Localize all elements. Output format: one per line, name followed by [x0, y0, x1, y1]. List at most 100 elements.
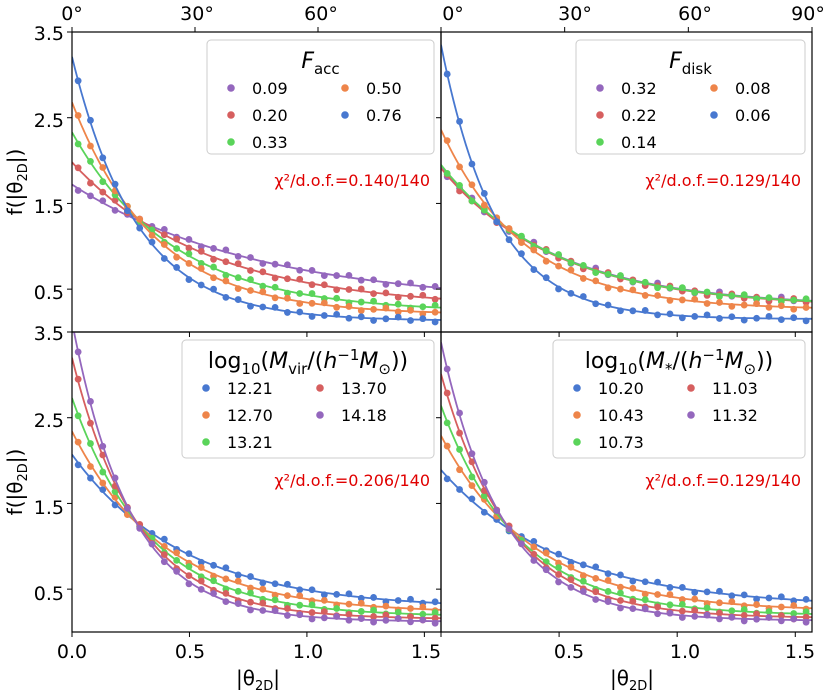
point-12.70-13 — [234, 577, 242, 585]
plot-area — [441, 44, 812, 325]
point-0.06-21 — [703, 311, 711, 319]
point-14.18-26 — [394, 615, 402, 622]
point-0.06-17 — [654, 311, 661, 319]
point-0.20-3 — [111, 196, 119, 204]
point-0.06-10 — [567, 290, 575, 297]
point-10.43-14 — [617, 583, 624, 591]
legend-marker-0.32 — [596, 84, 604, 92]
point-0.76-29 — [431, 318, 439, 326]
point-12.70-20 — [320, 596, 328, 604]
point-0.50-18 — [296, 300, 304, 307]
point-12.70-10 — [197, 564, 205, 571]
point-0.33-28 — [419, 303, 427, 311]
legend-label-0.76: 0.76 — [366, 106, 402, 125]
point-0.09-27 — [407, 279, 414, 287]
point-10.43-20 — [691, 595, 699, 603]
point-0.09-11 — [210, 245, 217, 252]
top-tick-30-right: 30° — [558, 3, 592, 25]
legend-label-10.20: 10.20 — [598, 379, 644, 398]
point-11.32-20 — [691, 613, 699, 620]
point-12.21-13 — [234, 571, 242, 579]
point-10.20-18 — [666, 584, 674, 591]
point-10.43-27 — [777, 603, 785, 611]
point-0.50-12 — [222, 277, 230, 285]
point-10.43-23 — [728, 598, 736, 606]
point-10.20-24 — [740, 591, 748, 599]
point-12.70-23 — [357, 599, 365, 607]
point-14.18-9 — [185, 580, 193, 588]
point-0.33-24 — [370, 297, 377, 305]
point-0.08-17 — [654, 292, 661, 299]
point-10.43-0 — [443, 442, 451, 450]
point-12.21-22 — [345, 590, 353, 598]
point-12.21-26 — [394, 597, 402, 604]
point-0.20-14 — [247, 267, 254, 274]
x-tick-1.5-right: 1.5 — [785, 641, 815, 663]
point-0.50-2 — [99, 164, 107, 171]
point-10.20-0 — [443, 475, 451, 483]
point-11.32-15 — [629, 605, 637, 613]
top-tick-30-left: 30° — [180, 3, 214, 25]
point-11.32-17 — [654, 610, 661, 618]
point-11.32-19 — [678, 614, 686, 621]
point-0.20-15 — [259, 268, 267, 276]
point-14.18-12 — [222, 598, 230, 606]
point-0.08-11 — [579, 275, 587, 282]
point-11.32-0 — [443, 365, 451, 373]
fit-curve-12.70 — [72, 431, 441, 611]
point-10.43-19 — [678, 596, 686, 603]
legend-label-10.73: 10.73 — [598, 433, 644, 452]
point-14.18-3 — [111, 474, 119, 482]
top-tick-90-right: 90° — [791, 3, 825, 25]
point-14.18-8 — [173, 567, 181, 575]
point-0.06-1 — [456, 118, 463, 125]
fit-curve-11.32 — [441, 342, 812, 622]
point-0.08-28 — [790, 305, 798, 313]
point-0.14-17 — [654, 284, 661, 292]
plot-area — [72, 56, 441, 326]
point-12.70-0 — [74, 438, 82, 446]
point-12.21-29 — [431, 598, 439, 606]
y-tick-0.5-top: 0.5 — [34, 282, 64, 304]
point-0.50-27 — [407, 306, 414, 314]
point-0.14-1 — [456, 181, 463, 189]
point-11.32-18 — [666, 609, 674, 617]
point-10.20-3 — [480, 508, 488, 516]
point-14.18-18 — [296, 611, 304, 619]
point-13.21-24 — [370, 606, 377, 614]
point-14.18-4 — [123, 504, 131, 512]
point-11.32-21 — [703, 611, 711, 619]
point-0.50-6 — [148, 231, 156, 239]
point-0.14-25 — [753, 295, 760, 303]
point-0.08-3 — [480, 201, 488, 209]
point-0.20-24 — [370, 290, 377, 298]
point-0.08-14 — [617, 285, 624, 293]
point-13.21-1 — [87, 440, 94, 447]
point-13.70-24 — [370, 613, 377, 620]
point-0.14-9 — [555, 251, 562, 258]
point-0.76-17 — [284, 309, 291, 316]
legend-label-0.06: 0.06 — [735, 106, 771, 125]
point-14.18-14 — [247, 606, 254, 614]
x-tick-1.5-left: 1.5 — [411, 641, 441, 663]
point-14.18-19 — [308, 615, 316, 623]
point-12.70-27 — [407, 605, 414, 612]
point-12.21-19 — [308, 586, 316, 594]
panel-top-left: Facc 0.09 0.20 0.33 0.50 0.76 χ²/d.o.f.=0.140/… — [67, 27, 442, 337]
point-0.20-21 — [333, 286, 341, 294]
point-14.18-27 — [407, 618, 414, 626]
point-12.21-16 — [271, 580, 279, 588]
point-14.18-21 — [333, 613, 341, 620]
point-11.32-11 — [579, 588, 587, 595]
point-10.73-28 — [790, 610, 798, 617]
point-0.08-23 — [728, 302, 736, 310]
point-0.76-3 — [111, 180, 119, 188]
point-10.20-25 — [753, 595, 760, 603]
point-0.76-0 — [74, 77, 82, 85]
point-0.09-24 — [370, 276, 377, 284]
plot-area — [441, 342, 812, 626]
top-tick-0-right: 0° — [442, 3, 464, 25]
point-11.03-20 — [691, 606, 699, 614]
point-13.21-13 — [234, 587, 242, 595]
point-14.18-24 — [370, 618, 377, 626]
